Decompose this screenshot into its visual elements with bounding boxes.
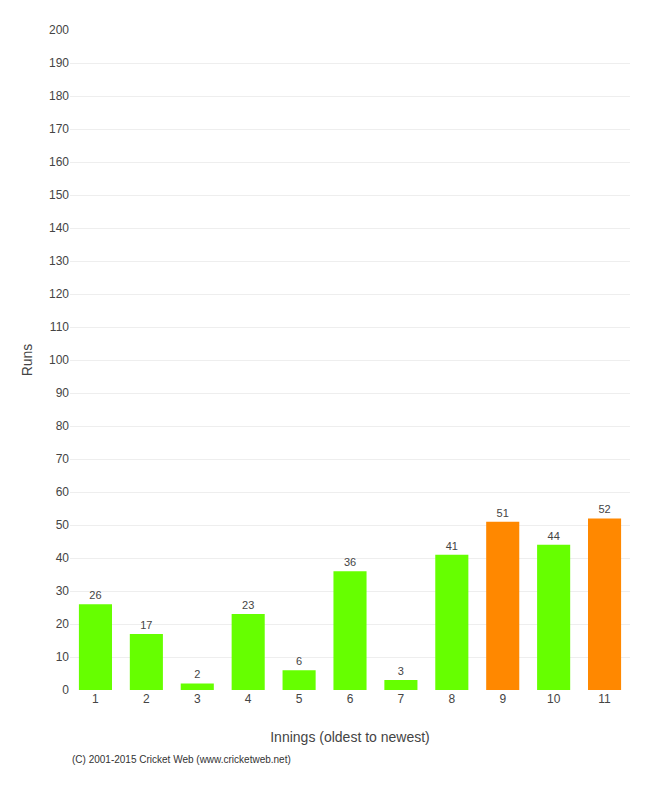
svg-text:26: 26 [89,589,101,601]
svg-text:44: 44 [548,530,560,542]
svg-text:160: 160 [49,155,69,169]
svg-text:(C) 2001-2015 Cricket Web (www: (C) 2001-2015 Cricket Web (www.cricketwe… [72,754,291,765]
svg-text:80: 80 [56,419,70,433]
svg-text:9: 9 [499,692,506,706]
svg-text:110: 110 [50,320,69,334]
svg-text:Runs: Runs [19,344,35,377]
svg-text:3: 3 [398,665,404,677]
svg-text:90: 90 [56,386,70,400]
svg-text:200: 200 [49,23,69,37]
svg-text:23: 23 [242,599,254,611]
svg-text:170: 170 [49,122,69,136]
svg-text:11: 11 [598,692,611,706]
svg-text:7: 7 [398,692,405,706]
svg-text:2: 2 [143,692,150,706]
svg-text:Innings (oldest to newest): Innings (oldest to newest) [270,729,430,745]
svg-text:60: 60 [56,485,70,499]
svg-text:51: 51 [497,507,509,519]
svg-text:1: 1 [92,692,99,706]
svg-text:36: 36 [344,556,356,568]
svg-text:2: 2 [194,668,200,680]
svg-text:100: 100 [49,353,69,367]
svg-text:52: 52 [598,503,610,515]
svg-text:6: 6 [347,692,354,706]
svg-text:120: 120 [49,287,69,301]
svg-text:41: 41 [446,540,458,552]
svg-text:4: 4 [245,692,252,706]
svg-text:50: 50 [56,518,70,532]
svg-text:150: 150 [49,188,69,202]
svg-text:70: 70 [56,452,70,466]
svg-text:8: 8 [448,692,455,706]
svg-text:190: 190 [49,56,69,70]
svg-text:180: 180 [49,89,69,103]
svg-text:17: 17 [140,619,152,631]
svg-text:10: 10 [547,692,561,706]
svg-text:140: 140 [49,221,69,235]
svg-text:6: 6 [296,655,302,667]
svg-text:130: 130 [49,254,69,268]
svg-text:40: 40 [56,551,70,565]
svg-text:5: 5 [296,692,303,706]
svg-text:3: 3 [194,692,201,706]
svg-text:30: 30 [56,584,70,598]
svg-text:10: 10 [56,650,70,664]
svg-text:0: 0 [62,683,69,697]
svg-text:20: 20 [56,617,70,631]
